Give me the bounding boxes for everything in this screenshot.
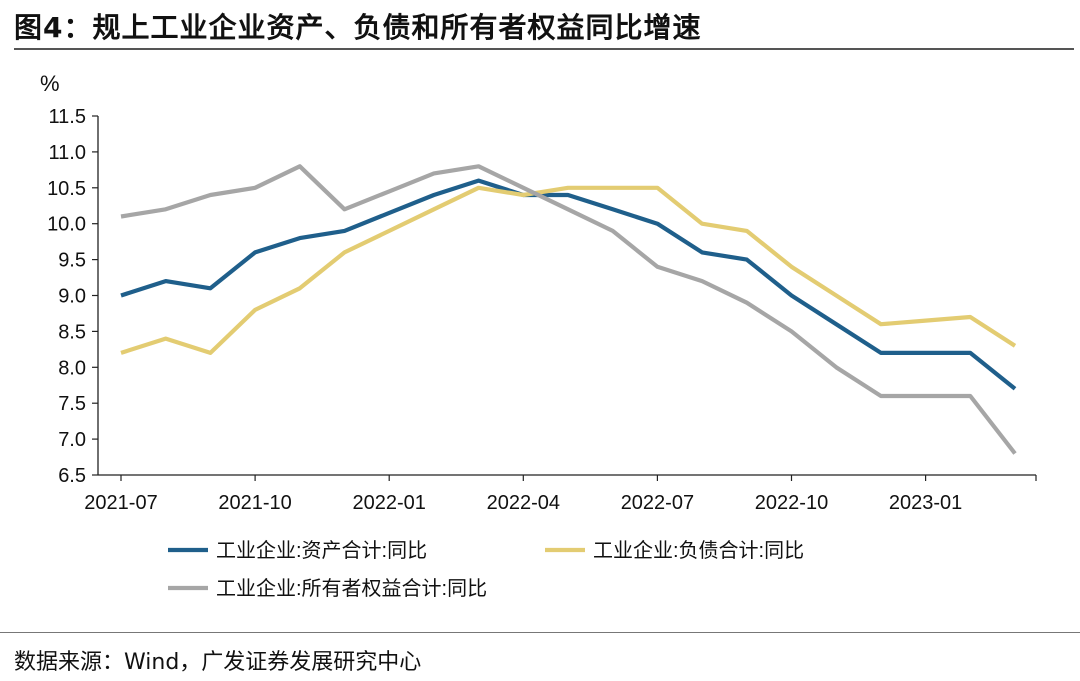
x-tick-label: 2021-10 xyxy=(218,492,291,514)
series-line-1 xyxy=(120,178,1017,391)
y-tick-label: 9.0 xyxy=(58,286,86,308)
y-tick-label: 7.5 xyxy=(58,393,86,415)
y-tick-label: 11.0 xyxy=(49,142,86,164)
x-tick-label: 2023-01 xyxy=(889,492,962,514)
x-tick-label: 2022-10 xyxy=(755,492,828,514)
line-chart: % 11.511.010.510.09.59.08.58.07.57.06.5 … xyxy=(40,71,1037,600)
y-tick-label: 10.0 xyxy=(47,214,86,236)
x-tick-label: 2022-07 xyxy=(621,492,694,514)
title-divider xyxy=(14,48,1074,50)
x-tick-label: 2021-07 xyxy=(84,492,157,514)
y-axis-unit-label: % xyxy=(40,71,60,96)
x-tick-label: 2022-04 xyxy=(487,492,560,514)
source-note: 数据来源：Wind，广发证券发展研究中心 xyxy=(14,650,422,675)
x-tick-label: 2022-01 xyxy=(352,492,425,514)
legend-label: 工业企业:资产合计:同比 xyxy=(216,539,427,562)
y-tick-label: 10.5 xyxy=(47,178,86,200)
y-tick-label: 6.5 xyxy=(58,465,86,487)
axes xyxy=(97,116,1036,476)
series-lines xyxy=(120,164,1017,455)
y-tick-labels: 11.5 11.0 10.5 10.0 9.5 9.0 8.5 8.0 7.5 7.0 6.5 xyxy=(47,106,98,487)
legend-label: 工业企业:所有者权益合计:同比 xyxy=(216,577,487,600)
y-tick-label: 11.5 xyxy=(49,106,86,128)
y-tick-label: 9.5 xyxy=(58,250,86,272)
y-tick-label: 8.0 xyxy=(58,357,86,379)
series-line-2 xyxy=(120,185,1017,355)
footer-divider xyxy=(0,632,1080,633)
x-tick-labels: 2021-07 2021-10 2022-01 2022-04 2022-07 2022-… xyxy=(84,475,1037,514)
legend-label: 工业企业:负债合计:同比 xyxy=(593,539,804,562)
y-tick-label: 7.0 xyxy=(58,429,86,451)
figure-title: 图4：规上工业企业资产、负债和所有者权益同比增速 xyxy=(14,11,702,44)
series-line-3 xyxy=(120,164,1017,455)
y-tick-label: 8.5 xyxy=(58,321,86,343)
